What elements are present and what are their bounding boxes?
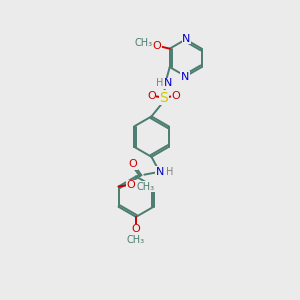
Text: O: O xyxy=(172,91,181,101)
Text: O: O xyxy=(147,91,156,101)
Text: O: O xyxy=(132,224,140,234)
Text: O: O xyxy=(129,159,137,169)
Text: CH₃: CH₃ xyxy=(136,182,154,192)
Text: H: H xyxy=(166,167,173,177)
Text: O: O xyxy=(153,41,162,51)
Text: O: O xyxy=(127,180,135,190)
Text: N: N xyxy=(182,34,190,44)
Text: N: N xyxy=(181,72,189,82)
Text: CH₃: CH₃ xyxy=(135,38,153,48)
Text: N: N xyxy=(164,78,172,88)
Text: CH₃: CH₃ xyxy=(127,235,145,245)
Text: N: N xyxy=(156,167,164,177)
Text: S: S xyxy=(159,91,168,105)
Text: H: H xyxy=(156,78,164,88)
